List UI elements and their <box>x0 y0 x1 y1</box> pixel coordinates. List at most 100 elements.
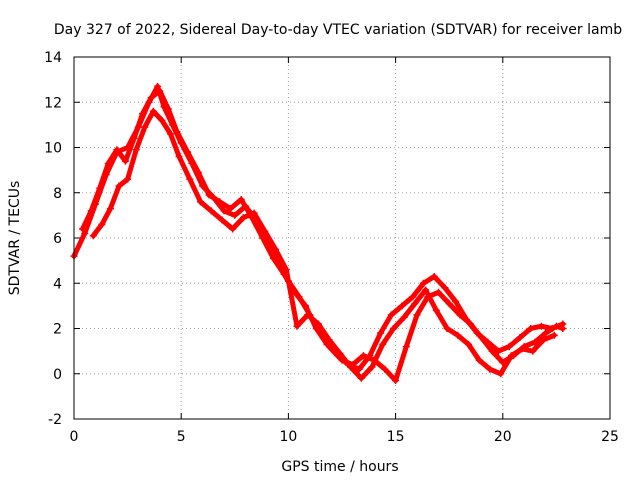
data-point <box>529 347 537 355</box>
data-point <box>166 130 174 138</box>
data-point <box>87 207 95 215</box>
data-point <box>377 329 385 337</box>
data-point <box>550 331 558 339</box>
data-point <box>505 343 513 351</box>
data-point <box>272 245 280 253</box>
data-point <box>542 329 550 337</box>
data-point <box>398 302 406 310</box>
grid <box>74 57 610 419</box>
y-tick-label: 12 <box>44 95 62 111</box>
data-point <box>239 214 247 222</box>
data-point <box>366 352 374 360</box>
x-tick-label: 20 <box>494 429 512 445</box>
data-point <box>81 229 89 237</box>
data-point <box>325 336 333 344</box>
data-point <box>282 266 290 274</box>
data-point <box>355 365 363 373</box>
data-point <box>158 116 166 124</box>
data-point <box>392 377 400 385</box>
data-point <box>484 338 492 346</box>
data-point <box>387 311 395 319</box>
y-tick-label: 4 <box>53 276 62 292</box>
series-line <box>90 108 557 381</box>
data-point <box>486 365 494 373</box>
data-point <box>441 284 449 292</box>
data-point <box>527 325 535 332</box>
data-point <box>196 198 204 206</box>
data-point <box>357 374 365 382</box>
data-point <box>220 207 228 215</box>
x-tick-label: 0 <box>70 429 79 445</box>
data-point <box>475 356 483 364</box>
data-point <box>495 347 503 355</box>
data-point <box>419 279 427 287</box>
data-point <box>175 153 183 161</box>
data-point <box>104 159 112 167</box>
data-point <box>96 184 104 192</box>
data-point <box>430 272 438 280</box>
data-point <box>454 331 462 339</box>
data-point <box>259 234 267 242</box>
data-point <box>422 286 430 294</box>
x-tick-label: 5 <box>177 429 186 445</box>
y-tick-label: 2 <box>53 322 62 338</box>
y-tick-label: 14 <box>44 50 62 66</box>
data-point <box>507 352 515 360</box>
data-point <box>323 340 331 348</box>
data-point <box>229 225 237 233</box>
data-point <box>205 191 213 199</box>
data-point <box>464 340 472 348</box>
data-point <box>106 205 114 213</box>
data-point <box>359 352 367 360</box>
data-point <box>89 232 97 240</box>
data-point <box>79 225 87 233</box>
data-point <box>336 349 344 357</box>
data-point <box>559 320 567 328</box>
y-tick-label: 10 <box>44 141 62 157</box>
data-point <box>531 338 539 346</box>
data-point <box>154 82 162 90</box>
data-point <box>130 134 138 142</box>
data-point <box>113 146 121 154</box>
data-point <box>368 363 376 371</box>
data-point <box>139 110 147 118</box>
x-tick-label: 10 <box>279 429 297 445</box>
data-point <box>304 311 312 319</box>
y-tick-label: 0 <box>53 367 62 383</box>
chart-title: Day 327 of 2022, Sidereal Day-to-day VTE… <box>54 22 622 38</box>
data-point <box>164 105 172 113</box>
series-line <box>71 83 566 383</box>
data-point <box>389 325 397 332</box>
data-point <box>540 336 548 344</box>
data-point <box>537 322 545 330</box>
x-tick-label: 25 <box>601 429 619 445</box>
data-point <box>132 146 140 154</box>
data-point <box>402 343 410 351</box>
x-tick-label: 15 <box>387 429 405 445</box>
data-point <box>445 300 453 308</box>
data-point <box>443 325 451 332</box>
data-point <box>115 182 123 190</box>
y-tick-label: 8 <box>53 186 62 202</box>
data-point <box>231 211 239 219</box>
data-point <box>347 363 355 371</box>
x-axis-label: GPS time / hours <box>281 459 398 475</box>
data-point <box>227 205 235 213</box>
data-point <box>473 329 481 337</box>
data-point <box>216 198 224 206</box>
plot-area <box>70 82 567 385</box>
data-point <box>400 313 408 321</box>
y-axis-label: SDTVAR / TECUs <box>7 181 23 296</box>
data-point <box>413 311 421 319</box>
data-point <box>124 175 132 183</box>
data-point <box>147 94 155 102</box>
data-point <box>411 300 419 308</box>
data-point <box>173 128 181 136</box>
data-point <box>409 293 417 301</box>
data-point <box>186 175 194 183</box>
data-point <box>434 288 442 296</box>
plot-frame <box>73 56 611 420</box>
data-point <box>250 209 258 217</box>
data-point <box>237 196 245 204</box>
data-point <box>207 207 215 215</box>
